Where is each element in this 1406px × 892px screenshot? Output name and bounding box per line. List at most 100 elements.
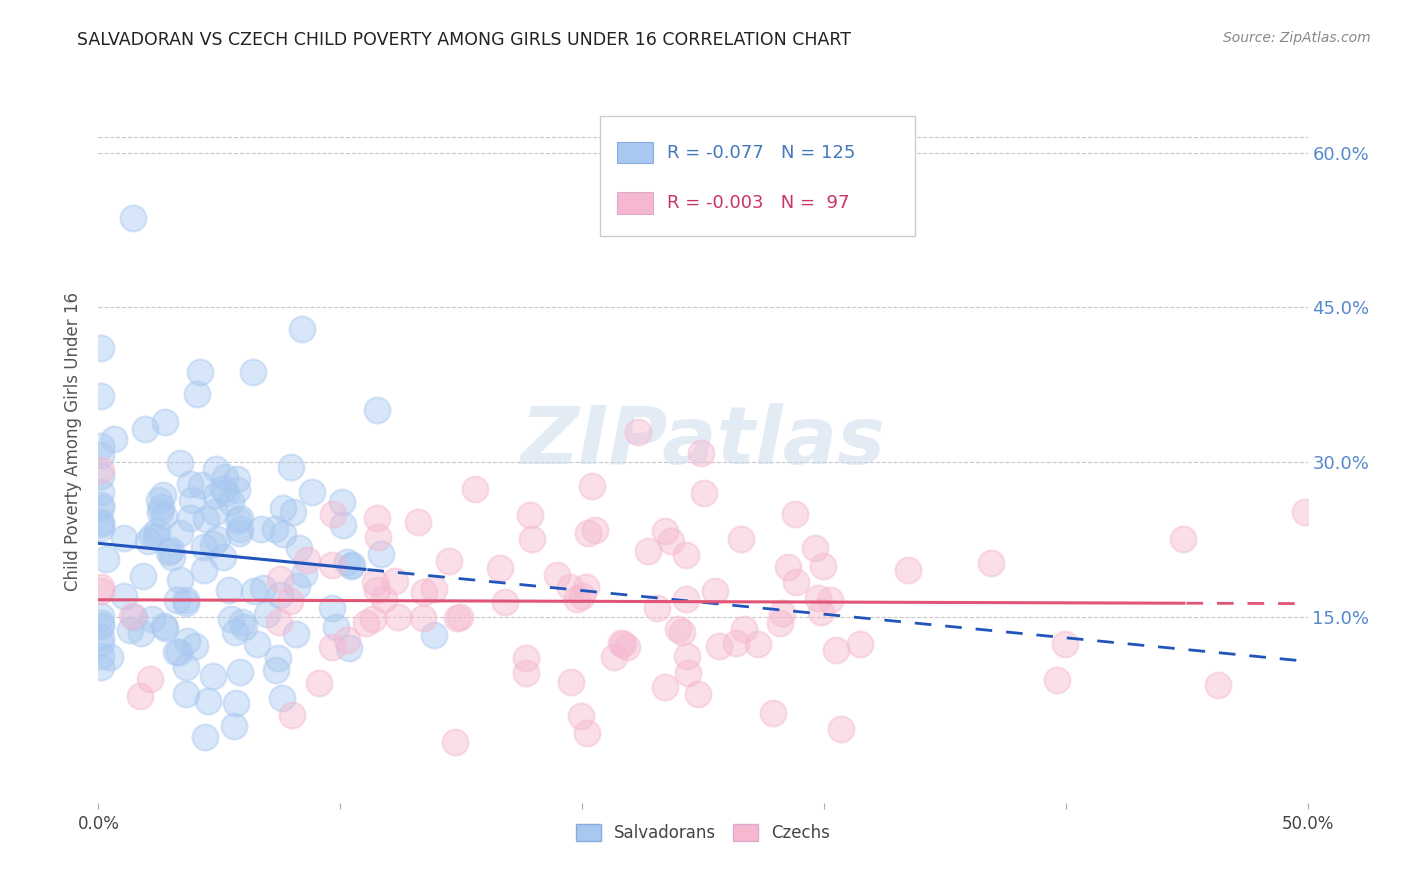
Point xyxy=(224,718,246,732)
Point xyxy=(176,660,198,674)
Point xyxy=(366,511,388,525)
Point xyxy=(157,545,180,559)
FancyBboxPatch shape xyxy=(600,117,915,235)
Point xyxy=(778,560,800,574)
Point xyxy=(724,636,747,650)
Point xyxy=(654,524,676,538)
Point xyxy=(90,615,112,630)
Point xyxy=(659,534,682,549)
Point xyxy=(186,386,208,401)
Point xyxy=(202,669,225,683)
Point xyxy=(810,605,832,619)
Point xyxy=(811,558,834,573)
Point xyxy=(228,525,250,540)
Point xyxy=(269,572,291,586)
Point xyxy=(150,500,173,514)
Point xyxy=(181,492,204,507)
Point xyxy=(1053,637,1076,651)
Point xyxy=(94,552,117,566)
Point xyxy=(330,495,353,509)
Point xyxy=(90,498,112,512)
Point xyxy=(292,567,315,582)
FancyBboxPatch shape xyxy=(617,193,654,214)
Point xyxy=(675,591,697,606)
Point xyxy=(769,615,792,630)
Point xyxy=(332,518,354,533)
Point xyxy=(366,582,388,597)
Point xyxy=(233,620,256,634)
Point xyxy=(229,522,252,536)
Point xyxy=(141,529,163,543)
Point xyxy=(226,483,249,497)
Point xyxy=(671,624,693,639)
Point xyxy=(980,556,1002,570)
Point xyxy=(515,651,537,665)
Point xyxy=(201,537,224,551)
Point xyxy=(804,541,827,556)
Point xyxy=(610,636,633,650)
Text: Source: ZipAtlas.com: Source: ZipAtlas.com xyxy=(1223,31,1371,45)
Point xyxy=(90,609,112,624)
Point xyxy=(129,626,152,640)
Point xyxy=(449,610,471,624)
Point xyxy=(197,694,219,708)
Point xyxy=(342,558,364,572)
Point xyxy=(174,593,197,607)
Point xyxy=(256,607,278,622)
Point xyxy=(149,505,172,519)
Point xyxy=(291,322,314,336)
Point xyxy=(183,639,205,653)
Point xyxy=(583,523,606,537)
Point xyxy=(243,584,266,599)
Point xyxy=(281,708,304,723)
Point xyxy=(522,532,544,546)
Text: R = -0.003   N =  97: R = -0.003 N = 97 xyxy=(666,194,849,212)
Point xyxy=(730,532,752,546)
Point xyxy=(849,636,872,650)
Point xyxy=(271,527,294,541)
Point xyxy=(325,620,347,634)
Point xyxy=(132,569,155,583)
Point xyxy=(174,596,197,610)
Point xyxy=(219,612,242,626)
Point xyxy=(169,457,191,471)
Point xyxy=(336,555,359,569)
Point xyxy=(134,421,156,435)
Point xyxy=(366,402,388,417)
Point xyxy=(145,530,167,544)
Point xyxy=(772,607,794,621)
Point xyxy=(269,588,291,602)
Point xyxy=(204,461,226,475)
Point xyxy=(688,687,710,701)
Point xyxy=(212,483,235,497)
Point xyxy=(103,432,125,446)
Point xyxy=(90,389,112,403)
Point xyxy=(271,691,294,706)
Point xyxy=(224,624,246,639)
Point xyxy=(112,531,135,545)
Point xyxy=(807,591,830,606)
Point xyxy=(90,463,112,477)
Point xyxy=(690,446,713,460)
Point xyxy=(153,508,176,523)
Point xyxy=(179,510,201,524)
Point xyxy=(169,525,191,540)
Point xyxy=(136,533,159,548)
Text: SALVADORAN VS CZECH CHILD POVERTY AMONG GIRLS UNDER 16 CORRELATION CHART: SALVADORAN VS CZECH CHILD POVERTY AMONG … xyxy=(77,31,851,49)
Point xyxy=(193,540,215,554)
Point xyxy=(783,507,806,521)
Point xyxy=(321,640,343,654)
Point xyxy=(190,365,212,379)
Point xyxy=(229,665,252,679)
Point xyxy=(340,558,363,573)
Point xyxy=(190,478,212,492)
Point xyxy=(422,628,444,642)
Point xyxy=(413,584,436,599)
Point xyxy=(90,449,112,463)
Point xyxy=(384,574,406,588)
Point xyxy=(148,492,170,507)
Point xyxy=(285,627,308,641)
Point xyxy=(637,544,659,558)
Point xyxy=(176,633,198,648)
Point xyxy=(308,675,330,690)
